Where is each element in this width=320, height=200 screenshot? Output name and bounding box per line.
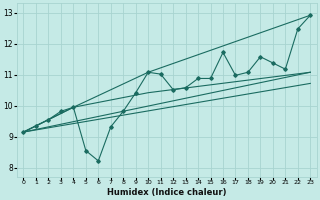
X-axis label: Humidex (Indice chaleur): Humidex (Indice chaleur): [107, 188, 227, 197]
